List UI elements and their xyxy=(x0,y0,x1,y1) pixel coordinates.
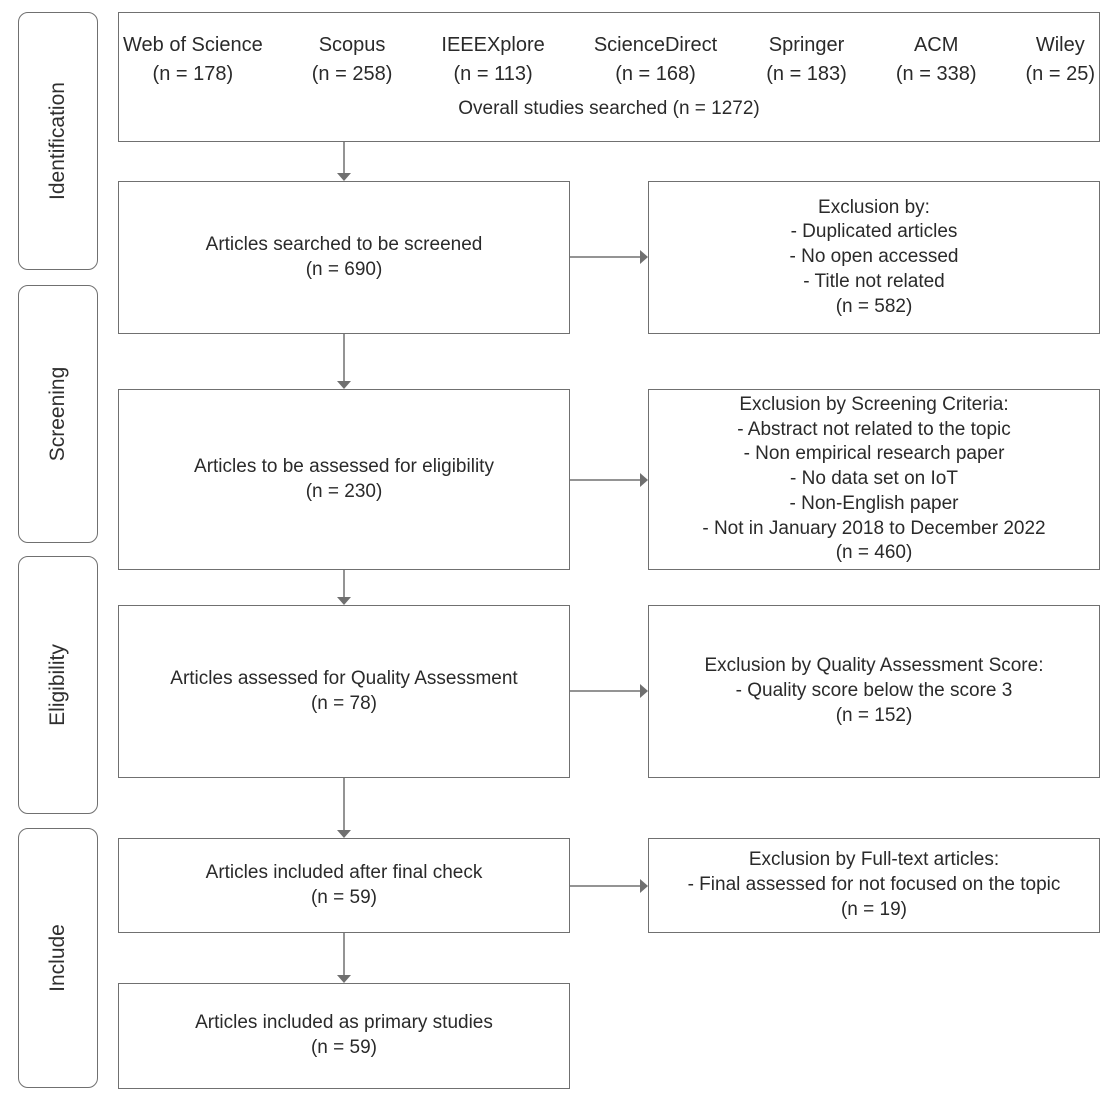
database-count: (n = 183) xyxy=(766,63,847,85)
exclusion-count: (n = 19) xyxy=(840,898,907,920)
arrowhead-down xyxy=(337,597,351,605)
overall-studies-searched: Overall studies searched (n = 1272) xyxy=(458,98,760,119)
exclusion-reason: - Title not related xyxy=(803,270,945,292)
exclusion-heading: Exclusion by Quality Assessment Score: xyxy=(704,655,1044,677)
box-title: Articles searched to be screened xyxy=(205,233,483,255)
database-count: (n = 25) xyxy=(1025,63,1095,85)
database-name: Web of Science xyxy=(123,34,263,56)
phase-screening: Screening xyxy=(18,285,98,543)
arrowhead-right xyxy=(640,684,648,698)
exclusion-reason: - Non empirical research paper xyxy=(743,443,1005,465)
database-count: (n = 258) xyxy=(311,63,393,85)
database-count: (n = 168) xyxy=(615,63,696,85)
exclusion-count: (n = 582) xyxy=(835,295,913,317)
database-scopus: Scopus (n = 258) xyxy=(312,31,393,89)
phase-include: Include xyxy=(18,828,98,1088)
exclusion-reason: - No open accessed xyxy=(789,246,959,268)
exclusion-reason: - Abstract not related to the topic xyxy=(737,418,1011,440)
box-articles-final-check: Articles included after final check (n =… xyxy=(118,838,570,933)
exclusion-box-initial: Exclusion by: - Duplicated articles - No… xyxy=(648,181,1100,334)
box-title: Articles to be assessed for eligibility xyxy=(194,455,494,477)
database-springer: Springer (n = 183) xyxy=(766,31,847,89)
arrowhead-down xyxy=(337,381,351,389)
exclusion-reason: - Not in January 2018 to December 2022 xyxy=(702,517,1046,539)
arrowhead-right xyxy=(640,879,648,893)
database-ieeexplore: IEEEXplore (n = 113) xyxy=(441,31,544,89)
box-count: (n = 59) xyxy=(310,1037,377,1058)
database-acm: ACM (n = 338) xyxy=(896,31,977,89)
arrowhead-right xyxy=(640,473,648,487)
database-count: (n = 338) xyxy=(895,63,977,85)
phase-identification: Identification xyxy=(18,12,98,270)
exclusion-box-screening: Exclusion by Screening Criteria: - Abstr… xyxy=(648,389,1100,570)
database-name: ScienceDirect xyxy=(593,34,718,56)
exclusion-reason: - Quality score below the score 3 xyxy=(735,680,1013,702)
box-count: (n = 230) xyxy=(305,480,383,502)
exclusion-heading: Exclusion by Screening Criteria: xyxy=(739,394,1009,416)
database-count: (n = 178) xyxy=(152,63,234,85)
database-count: (n = 113) xyxy=(453,63,533,85)
exclusion-heading: Exclusion by: xyxy=(818,196,930,218)
box-articles-to-be-screened: Articles searched to be screened (n = 69… xyxy=(118,181,570,334)
arrowhead-right xyxy=(640,250,648,264)
box-articles-quality-assessment: Articles assessed for Quality Assessment… xyxy=(118,605,570,778)
exclusion-count: (n = 460) xyxy=(835,542,913,564)
exclusion-reason: - Final assessed for not focused on the … xyxy=(687,874,1061,896)
box-primary-studies: Articles included as primary studies (n … xyxy=(118,983,570,1089)
exclusion-box-quality: Exclusion by Quality Assessment Score: -… xyxy=(648,605,1100,778)
box-title: Articles included after final check xyxy=(205,861,483,883)
phase-eligibility: Eligibility xyxy=(18,556,98,814)
box-title: Articles assessed for Quality Assessment xyxy=(170,667,518,689)
database-name: IEEEXplore xyxy=(441,34,545,56)
arrowhead-down xyxy=(337,830,351,838)
box-count: (n = 78) xyxy=(310,692,377,714)
arrowhead-down xyxy=(337,173,351,181)
exclusion-reason: - Duplicated articles xyxy=(790,221,958,243)
database-name: ACM xyxy=(913,34,959,56)
database-list: Web of Science (n = 178) Scopus (n = 258… xyxy=(119,31,1099,89)
box-count: (n = 59) xyxy=(310,886,377,908)
exclusion-box-fulltext: Exclusion by Full-text articles: - Final… xyxy=(648,838,1100,933)
database-web-of-science: Web of Science (n = 178) xyxy=(123,31,263,89)
exclusion-heading: Exclusion by Full-text articles: xyxy=(748,849,1000,871)
identification-box: Web of Science (n = 178) Scopus (n = 258… xyxy=(118,12,1100,142)
database-name: Springer xyxy=(768,34,845,56)
box-title: Articles included as primary studies xyxy=(195,1012,493,1034)
arrowhead-down xyxy=(337,975,351,983)
box-count: (n = 690) xyxy=(305,258,383,280)
database-name: Wiley xyxy=(1035,34,1085,56)
exclusion-reason: - Non-English paper xyxy=(789,492,959,514)
exclusion-count: (n = 152) xyxy=(835,704,913,726)
database-sciencedirect: ScienceDirect (n = 168) xyxy=(594,31,717,89)
exclusion-reason: - No data set on IoT xyxy=(790,468,958,490)
box-articles-for-eligibility: Articles to be assessed for eligibility … xyxy=(118,389,570,570)
database-name: Scopus xyxy=(318,34,386,56)
database-wiley: Wiley (n = 25) xyxy=(1026,31,1095,89)
